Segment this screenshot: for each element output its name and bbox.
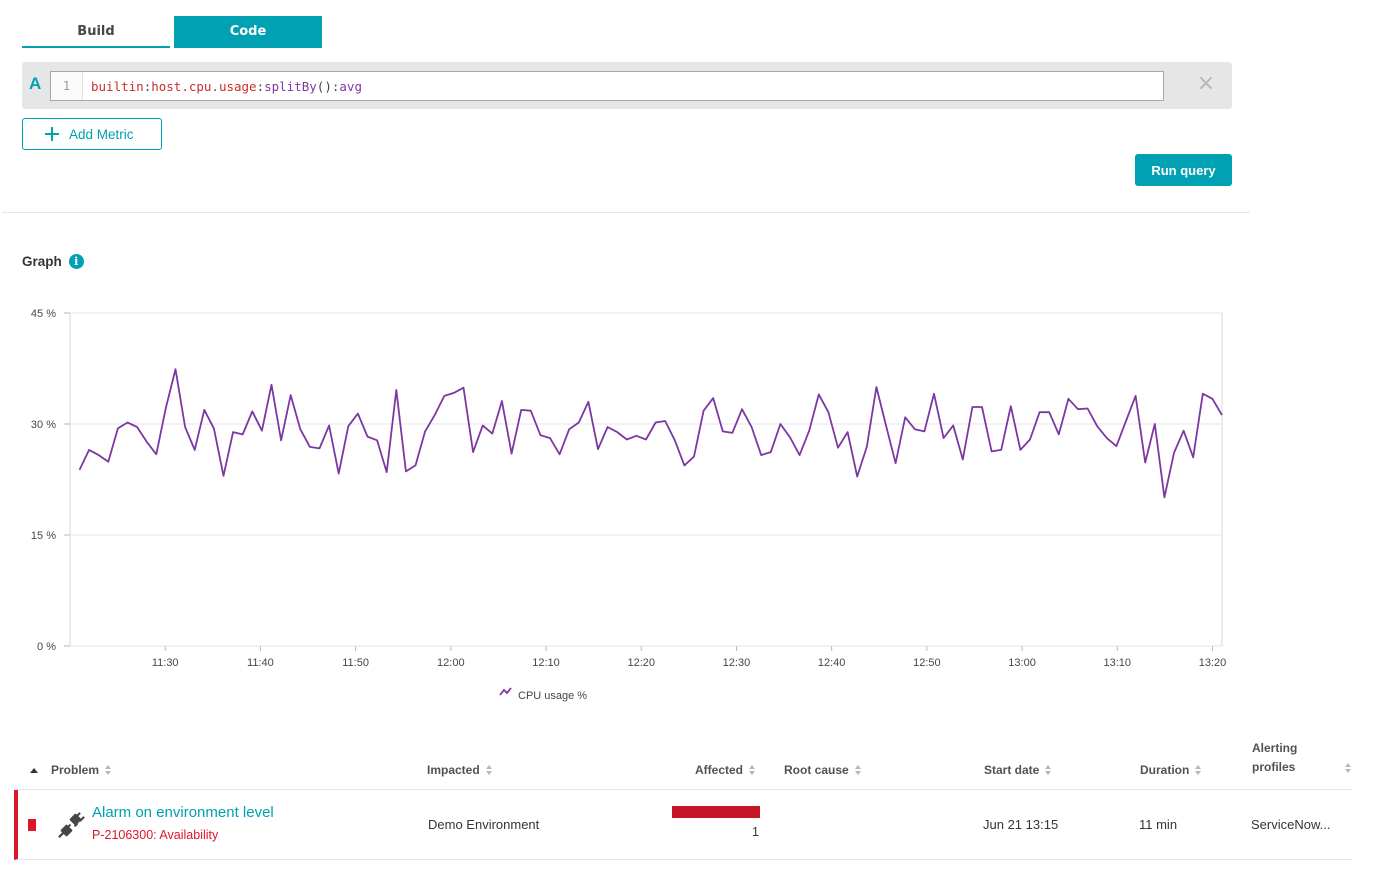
tab-code[interactable]: Code xyxy=(174,16,322,48)
tab-build[interactable]: Build xyxy=(22,16,170,48)
code-token: : xyxy=(143,78,152,94)
run-query-button[interactable]: Run query xyxy=(1135,154,1232,186)
disconnected-plug-icon xyxy=(58,812,85,838)
query-row: A 1 builtin:host.cpu.usage:splitBy():avg… xyxy=(22,62,1232,109)
severity-indicator xyxy=(28,819,36,831)
close-icon[interactable]: × xyxy=(1196,71,1216,96)
start-date-cell: Jun 21 13:15 xyxy=(983,817,1059,832)
x-tick-label: 11:50 xyxy=(342,657,369,669)
x-tick-label: 12:30 xyxy=(723,657,751,669)
code-token: avg xyxy=(339,78,362,94)
cpu-usage-chart: 0 % 15 % 30 % 45 % 11:30 11:40 11:50 12:00 12:10… xyxy=(31,308,1227,702)
header-label: Affected xyxy=(695,763,744,777)
x-tick-label: 11:30 xyxy=(152,657,179,669)
header-label: Problem xyxy=(51,763,100,777)
sort-icon xyxy=(105,765,112,775)
sort-icon xyxy=(749,765,756,775)
header-problem[interactable]: Problem xyxy=(51,763,112,777)
header-impacted[interactable]: Impacted xyxy=(427,763,493,777)
sort-icon xyxy=(485,765,493,775)
code-token: host.cpu.usage xyxy=(151,78,257,94)
series-line-cpu-usage xyxy=(78,368,1223,499)
add-metric-label: Add Metric xyxy=(69,126,134,142)
header-affected[interactable]: Affected xyxy=(695,763,756,777)
header-alerting-profiles[interactable]: Alerting profiles xyxy=(1252,739,1352,777)
code-token: builtin xyxy=(91,78,144,94)
header-root-cause[interactable]: Root cause xyxy=(784,763,862,777)
x-tick-label: 11:40 xyxy=(247,657,274,669)
impacted-cell: Demo Environment xyxy=(428,817,540,832)
code-token: splitBy xyxy=(264,78,317,94)
x-tick-label: 13:20 xyxy=(1199,657,1227,669)
plus-icon xyxy=(45,127,59,141)
header-start-date[interactable]: Start date xyxy=(984,763,1052,777)
x-tick-label: 12:20 xyxy=(627,657,655,669)
code-token: () xyxy=(316,78,332,94)
code-token: : xyxy=(256,78,265,94)
add-metric-button[interactable]: Add Metric xyxy=(22,118,162,150)
y-tick-label: 45 % xyxy=(31,308,56,320)
x-tick-label: 12:00 xyxy=(437,657,465,669)
x-tick-label: 13:00 xyxy=(1008,657,1036,669)
table-row[interactable]: Alarm on environment level P-2106300: Av… xyxy=(14,790,1352,860)
x-tick-label: 12:10 xyxy=(532,657,560,669)
plot-frame xyxy=(69,312,1223,647)
line-number: 1 xyxy=(51,72,83,100)
problems-table: Problem Impacted Affected Root cause Sta… xyxy=(14,740,1352,860)
legend-line-icon xyxy=(499,687,512,696)
code-editor[interactable]: 1 builtin:host.cpu.usage:splitBy():avg xyxy=(50,71,1164,101)
y-tick-label: 15 % xyxy=(31,530,56,542)
header-label: profiles xyxy=(1252,760,1296,774)
header-label: Root cause xyxy=(784,763,849,777)
header-label: Impacted xyxy=(427,763,480,777)
sort-icon xyxy=(854,765,862,775)
x-tick-label: 13:10 xyxy=(1104,657,1132,669)
alerting-profiles-cell[interactable]: ServiceNow... xyxy=(1251,817,1331,832)
affected-count: 1 xyxy=(752,825,759,839)
sort-icon xyxy=(1195,765,1202,775)
header-label: Alerting xyxy=(1252,741,1298,755)
section-divider xyxy=(2,212,1250,213)
code-token: : xyxy=(331,78,340,94)
affected-bar xyxy=(672,806,760,818)
legend-label: CPU usage % xyxy=(518,690,587,702)
problem-title-link[interactable]: Alarm on environment level xyxy=(92,804,274,821)
x-tick-label: 12:50 xyxy=(913,657,941,669)
sort-icon xyxy=(1345,762,1352,773)
header-label-line2: profiles xyxy=(1252,758,1352,777)
editor-mode-tabs: Build Code xyxy=(22,16,322,48)
header-label: Duration xyxy=(1140,763,1190,777)
y-tick-label: 0 % xyxy=(37,641,56,653)
graph-title: Graph xyxy=(22,254,62,269)
duration-cell: 11 min xyxy=(1139,817,1178,832)
y-tick-label: 30 % xyxy=(31,419,56,431)
sort-icon xyxy=(1045,765,1052,775)
query-letter: A xyxy=(29,74,42,93)
sort-ascending-icon[interactable] xyxy=(30,768,38,773)
x-tick-label: 12:40 xyxy=(818,657,846,669)
code-line[interactable]: builtin:host.cpu.usage:splitBy():avg xyxy=(83,79,362,94)
table-header: Problem Impacted Affected Root cause Sta… xyxy=(14,740,1352,790)
problem-id: P-2106300: Availability xyxy=(92,828,219,842)
header-duration[interactable]: Duration xyxy=(1140,763,1202,777)
info-icon[interactable]: i xyxy=(68,254,84,269)
graph-heading: Graph i xyxy=(22,254,84,269)
header-label: Start date xyxy=(984,763,1040,777)
